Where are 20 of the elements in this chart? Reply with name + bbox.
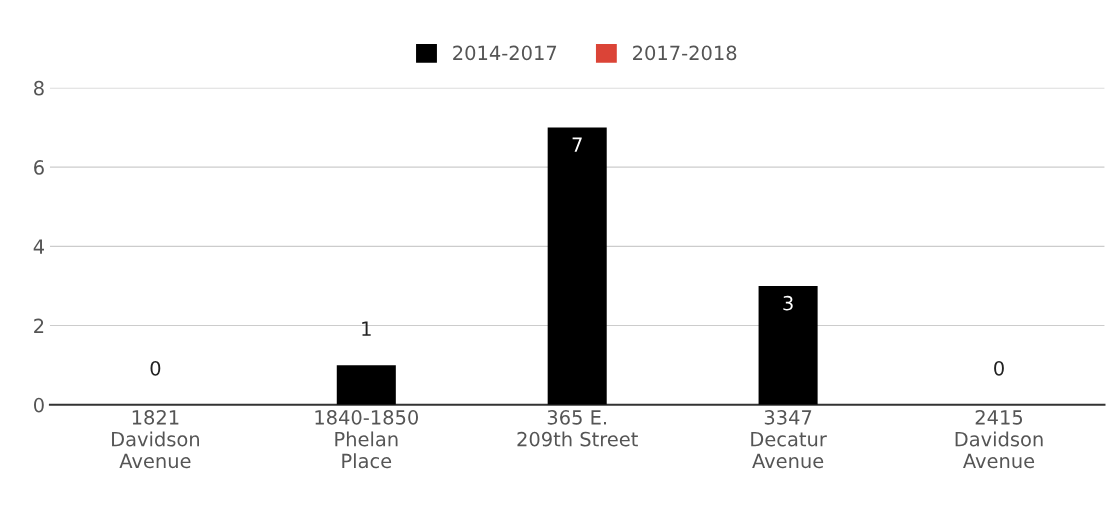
data-label: 7: [572, 137, 582, 152]
x-tick-label: 2415 Davidson Avenue: [955, 410, 1043, 469]
x-tick-label: 365 E. 209th Street: [517, 410, 638, 447]
bar: [758, 285, 818, 405]
legend-label: 2017-2018: [633, 45, 737, 61]
bar: [547, 127, 607, 405]
data-label: 0: [150, 360, 161, 376]
y-tick-label: 8: [34, 80, 44, 96]
x-tick-label: 1821 Davidson Avenue: [112, 410, 199, 469]
data-label: 3: [783, 295, 793, 311]
y-tick-label: 6: [34, 160, 44, 175]
legend-label: 2014-2017: [453, 45, 557, 61]
y-tick-label: 2: [34, 318, 44, 333]
x-tick-label: 1840-1850 Phelan Place: [315, 410, 418, 469]
x-tick-label: 3347 Decatur Avenue: [751, 410, 827, 469]
data-label: 1: [362, 321, 371, 336]
data-label: 0: [994, 360, 1004, 376]
y-tick-label: 4: [33, 239, 44, 254]
bar: [336, 365, 396, 405]
y-tick-label: 0: [34, 397, 44, 413]
